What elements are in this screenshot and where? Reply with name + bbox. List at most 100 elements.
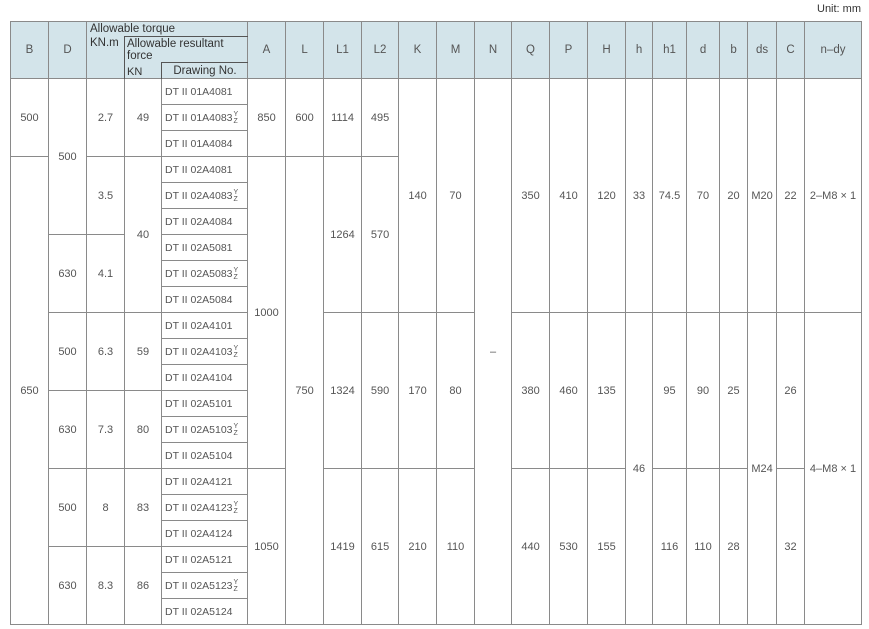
cell-h: 33 bbox=[625, 78, 654, 313]
cell-m: 80 bbox=[436, 312, 476, 469]
drawing-no-cell: DT II 02A5101 bbox=[160, 390, 249, 417]
cell-n: – bbox=[474, 78, 513, 625]
header-torque-unit: KN.m bbox=[90, 37, 119, 49]
header-l1: L1 bbox=[323, 21, 363, 79]
cell-force: 59 bbox=[124, 312, 162, 391]
header-force-group: Allowable resultant force KN Drawing No. bbox=[124, 36, 249, 79]
table-row: 630 7.3 80 DT II 02A5101 bbox=[11, 390, 862, 469]
drawing-no-cell: DT II 02A4103 Y Z bbox=[160, 338, 249, 365]
cell-d: 500 bbox=[48, 312, 87, 391]
header-l2: L2 bbox=[361, 21, 400, 79]
drawing-no: DT II 02A5123 bbox=[165, 579, 233, 592]
table-row: DT II 02A5104 bbox=[11, 442, 862, 469]
table-row: DT II 02A4103 Y Z bbox=[11, 338, 862, 365]
suffix-y: Y bbox=[233, 266, 239, 274]
drawing-no-cell: DT II 02A4123 Y Z bbox=[160, 494, 249, 521]
suffix-y: Y bbox=[233, 500, 239, 508]
cell-force: 40 bbox=[124, 156, 162, 313]
drawing-no: DT II 02A5101 bbox=[165, 397, 233, 410]
cell-l1: 1114 bbox=[323, 78, 363, 157]
cell-torque: 6.3 bbox=[86, 312, 125, 391]
drawing-no-cell: DT II 02A5124 bbox=[160, 598, 249, 625]
table-row: 630 8.3 86 DT II 02A5121 bbox=[11, 546, 862, 625]
table-row: DT II 02A5084 bbox=[11, 286, 862, 313]
suffix-z: Z bbox=[233, 585, 238, 593]
drawing-no: DT II 02A4081 bbox=[165, 163, 233, 176]
cell-b: 20 bbox=[719, 78, 749, 313]
header-ndy: n–dy bbox=[804, 21, 863, 79]
cell-h: 155 bbox=[587, 468, 627, 625]
cell-d: 90 bbox=[686, 312, 721, 469]
cell-b: 25 bbox=[719, 312, 749, 469]
drawing-no-cell: DT II 02A4101 bbox=[160, 312, 249, 339]
cell-torque: 2.7 bbox=[86, 78, 125, 157]
header-n: N bbox=[474, 21, 513, 79]
table-row: DT II 02A4104 bbox=[11, 364, 862, 391]
drawing-no: DT II 02A4124 bbox=[165, 527, 233, 540]
cell-b: 650 bbox=[10, 156, 49, 625]
header-force-unit: KN bbox=[127, 66, 143, 78]
cell-b: 28 bbox=[719, 468, 749, 625]
cell-ds: M24 bbox=[747, 312, 778, 625]
dimension-table: B D Allowable torque KN.m Allowable resu… bbox=[10, 21, 863, 625]
cell-p: 410 bbox=[549, 78, 589, 313]
drawing-no: DT II 02A5103 bbox=[165, 423, 233, 436]
cell-m: 70 bbox=[436, 78, 476, 313]
cell-h1: 74.5 bbox=[652, 78, 688, 313]
header-c: C bbox=[776, 21, 806, 79]
cell-c: 26 bbox=[776, 312, 806, 469]
cell-l: 750 bbox=[285, 156, 325, 625]
cell-k: 140 bbox=[398, 78, 438, 313]
cell-l1: 1264 bbox=[323, 156, 363, 313]
cell-d: 630 bbox=[48, 234, 87, 313]
header-drawing-no: Drawing No. bbox=[161, 62, 249, 79]
suffix-y: Y bbox=[233, 344, 239, 352]
table-row: DT II 02A5103 Y Z bbox=[11, 416, 862, 443]
cell-l2: 590 bbox=[361, 312, 400, 469]
table-row: DT II 02A5124 bbox=[11, 598, 862, 625]
cell-m: 110 bbox=[436, 468, 476, 625]
drawing-no: DT II 01A4084 bbox=[165, 137, 233, 150]
cell-p: 460 bbox=[549, 312, 589, 469]
header-q: Q bbox=[511, 21, 551, 79]
suffix-y: Y bbox=[233, 578, 239, 586]
cell-h: 120 bbox=[587, 78, 627, 313]
drawing-no: DT II 02A4121 bbox=[165, 475, 233, 488]
table-row: DT II 02A4083 Y Z bbox=[11, 182, 862, 209]
header-a: A bbox=[247, 21, 287, 79]
drawing-no: DT II 02A5124 bbox=[165, 605, 233, 618]
drawing-no-cell: DT II 02A4104 bbox=[160, 364, 249, 391]
drawing-no-cell: DT II 02A5121 bbox=[160, 546, 249, 573]
drawing-no-cell: DT II 02A4121 bbox=[160, 468, 249, 495]
drawing-no-cell: DT II 02A4084 bbox=[160, 208, 249, 235]
drawing-no: DT II 02A5081 bbox=[165, 241, 233, 254]
table-row: 500 8 83 DT II 02A4121 1050 1419 615 210 110 440 5… bbox=[11, 468, 862, 625]
drawing-no-cell: DT II 01A4081 bbox=[160, 78, 249, 105]
drawing-no-cell: DT II 02A4081 bbox=[160, 156, 249, 183]
header-torque-label: Allowable torque bbox=[90, 23, 176, 35]
cell-d: 630 bbox=[48, 390, 87, 469]
header-k: K bbox=[398, 21, 438, 79]
cell-d: 70 bbox=[686, 78, 721, 313]
drawing-no-cell: DT II 02A5104 bbox=[160, 442, 249, 469]
drawing-no: DT II 02A5104 bbox=[165, 449, 233, 462]
suffix-z: Z bbox=[233, 507, 238, 515]
suffix-z: Z bbox=[233, 351, 238, 359]
drawing-no: DT II 02A4103 bbox=[165, 345, 233, 358]
drawing-no: DT II 02A5121 bbox=[165, 553, 233, 566]
cell-d: 500 bbox=[48, 468, 87, 547]
table-row: DT II 01A4083 Y Z bbox=[11, 104, 862, 131]
drawing-no-cell: DT II 02A4083 Y Z bbox=[160, 182, 249, 209]
cell-ds: M20 bbox=[747, 78, 778, 313]
header-force-label: Allowable resultant force bbox=[127, 38, 224, 62]
cell-l2: 615 bbox=[361, 468, 400, 625]
cell-l1: 1419 bbox=[323, 468, 363, 625]
cell-l2: 495 bbox=[361, 78, 400, 157]
drawing-no: DT II 01A4083 bbox=[165, 111, 233, 124]
header-ds: ds bbox=[747, 21, 778, 79]
cell-force: 83 bbox=[124, 468, 162, 547]
cell-h: 135 bbox=[587, 312, 627, 469]
header-h: h bbox=[625, 21, 654, 79]
